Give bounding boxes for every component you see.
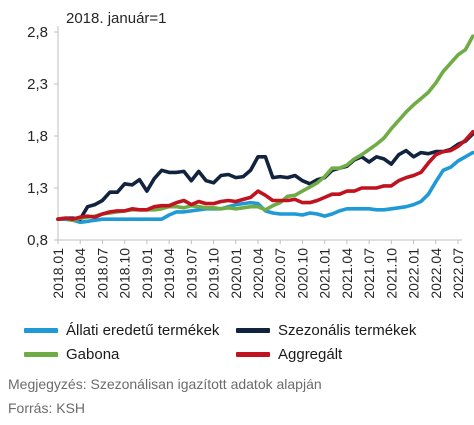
- x-tick-label: 2019.10: [206, 248, 222, 299]
- series-line-2: [56, 34, 474, 222]
- x-tick-label: 2021.04: [339, 248, 355, 299]
- y-tick-label: 1,8: [27, 128, 48, 145]
- legend-swatch-szezonalis: [236, 328, 270, 333]
- legend-label-allati: Állati eredetű termékek: [66, 322, 220, 339]
- x-tick-label: 2018.01: [50, 248, 66, 299]
- legend-swatch-gabona: [24, 352, 58, 357]
- legend-item-allati: Állati eredetű termékek: [24, 322, 219, 339]
- x-tick-label: 2021.07: [361, 248, 377, 299]
- footnote: Megjegyzés: Szezonálisan igazított adato…: [8, 376, 322, 392]
- x-tick-label: 2019.07: [183, 248, 199, 299]
- x-tick-label: 2022.04: [428, 248, 444, 299]
- x-tick-label: 2020.07: [272, 248, 288, 299]
- x-tick-label: 2020.04: [250, 248, 266, 299]
- legend-item-gabona: Gabona: [24, 346, 119, 363]
- x-tick-label: 2018.04: [72, 248, 88, 299]
- legend-label-aggregalt: Aggregált: [278, 346, 343, 363]
- x-tick-label: 2021.10: [383, 248, 399, 299]
- y-tick-label: 0,8: [27, 232, 48, 249]
- legend-item-szezonalis: Szezonális termékek: [236, 322, 416, 339]
- legend-label-gabona: Gabona: [66, 346, 120, 363]
- y-tick-label: 1,3: [27, 180, 48, 197]
- legend-swatch-aggregalt: [236, 352, 270, 357]
- x-tick-label: 2022.07: [450, 248, 466, 299]
- y-tick-label: 2,3: [27, 76, 48, 93]
- legend-item-aggregalt: Aggregált: [236, 346, 342, 363]
- x-tick-label: 2020.01: [228, 248, 244, 299]
- series-line-1: [56, 132, 474, 221]
- x-tick-label: 2019.04: [161, 248, 177, 299]
- chart-annotation: 2018. január=1: [66, 10, 167, 27]
- source-note: Forrás: KSH: [8, 400, 86, 416]
- x-tick-label: 2022.01: [406, 248, 422, 299]
- x-tick-label: 2018.10: [117, 248, 133, 299]
- legend-label-szezonalis: Szezonális termékek: [278, 322, 417, 339]
- y-tick-label: 2,8: [27, 24, 48, 41]
- x-tick-label: 2018.07: [94, 248, 110, 299]
- x-tick-label: 2019.01: [139, 248, 155, 299]
- line-chart: 0,8 1,3 1,8 2,3 2,8 2018.01 2018.04 2018.07 2018…: [27, 10, 474, 299]
- x-tick-label: 2021.01: [317, 248, 333, 299]
- series-line-3: [56, 130, 474, 221]
- legend-swatch-allati: [24, 328, 58, 333]
- x-tick-label: 2020.10: [294, 248, 310, 299]
